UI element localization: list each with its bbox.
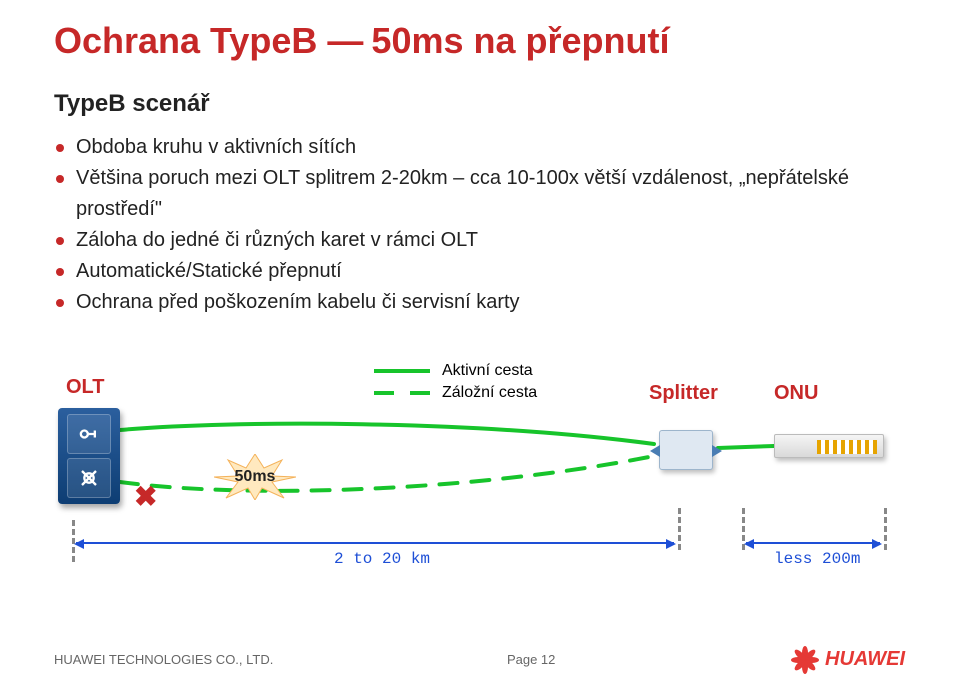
splitter-to-onu-line	[718, 446, 774, 448]
slide-title: Ochrana TypeB — 50ms na přepnutí	[54, 20, 905, 62]
distance-drop-label: less 200m	[774, 550, 860, 568]
splitter-label: Splitter	[649, 382, 718, 405]
distance-arrow-feeder	[76, 542, 674, 544]
footer-brand: HUAWEI	[789, 644, 905, 674]
title-dash: —	[327, 20, 361, 61]
scenario-subtitle: TypeB scenář	[54, 90, 905, 118]
distance-arrow-drop	[746, 542, 880, 544]
olt-active-port-icon	[67, 414, 111, 454]
distance-marker	[884, 508, 887, 550]
active-path-line	[120, 424, 654, 444]
list-item: Záloha do jedné či různých karet v rámci…	[56, 225, 905, 256]
slide-footer: HUAWEI TECHNOLOGIES CO., LTD. Page 12 HU…	[0, 640, 959, 684]
list-item: Většina poruch mezi OLT splitrem 2-20km …	[56, 163, 905, 225]
switchover-time-label: 50ms	[235, 468, 276, 486]
footer-brand-text: HUAWEI	[825, 648, 905, 671]
slide: Ochrana TypeB — 50ms na přepnutí TypeB s…	[0, 0, 959, 684]
title-part2: 50ms na přepnutí	[361, 20, 669, 61]
protection-diagram: Aktivní cesta Záložní cesta OLT Splitter…	[54, 360, 904, 620]
list-item: Obdoba kruhu v aktivních sítích	[56, 132, 905, 163]
switchover-burst: 50ms	[214, 454, 296, 500]
fiber-cut-icon: ✖	[134, 480, 157, 513]
bullet-list: Obdoba kruhu v aktivních sítích Většina …	[56, 132, 905, 318]
onu-label: ONU	[774, 382, 818, 405]
legend-backup-row: Záložní cesta	[374, 382, 537, 404]
olt-device	[58, 408, 120, 504]
distance-feeder-label: 2 to 20 km	[334, 550, 430, 568]
footer-company: HUAWEI TECHNOLOGIES CO., LTD.	[54, 652, 273, 667]
legend: Aktivní cesta Záložní cesta	[374, 360, 537, 404]
huawei-logo-icon	[789, 644, 819, 674]
splitter-device	[654, 418, 718, 482]
olt-standby-port-icon	[67, 458, 111, 498]
legend-backup-label: Záložní cesta	[442, 384, 537, 402]
distance-marker	[678, 508, 681, 550]
legend-active-swatch	[374, 364, 430, 378]
list-item: Ochrana před poškozením kabelu či servis…	[56, 287, 905, 318]
backup-path-line	[120, 456, 654, 491]
onu-device	[774, 434, 884, 458]
legend-backup-swatch	[374, 391, 430, 395]
legend-active-label: Aktivní cesta	[442, 362, 533, 380]
title-part1: Ochrana TypeB	[54, 20, 327, 61]
footer-page-number: Page 12	[507, 652, 555, 667]
olt-label: OLT	[66, 376, 105, 399]
list-item: Automatické/Statické přepnutí	[56, 256, 905, 287]
legend-active-row: Aktivní cesta	[374, 360, 537, 382]
